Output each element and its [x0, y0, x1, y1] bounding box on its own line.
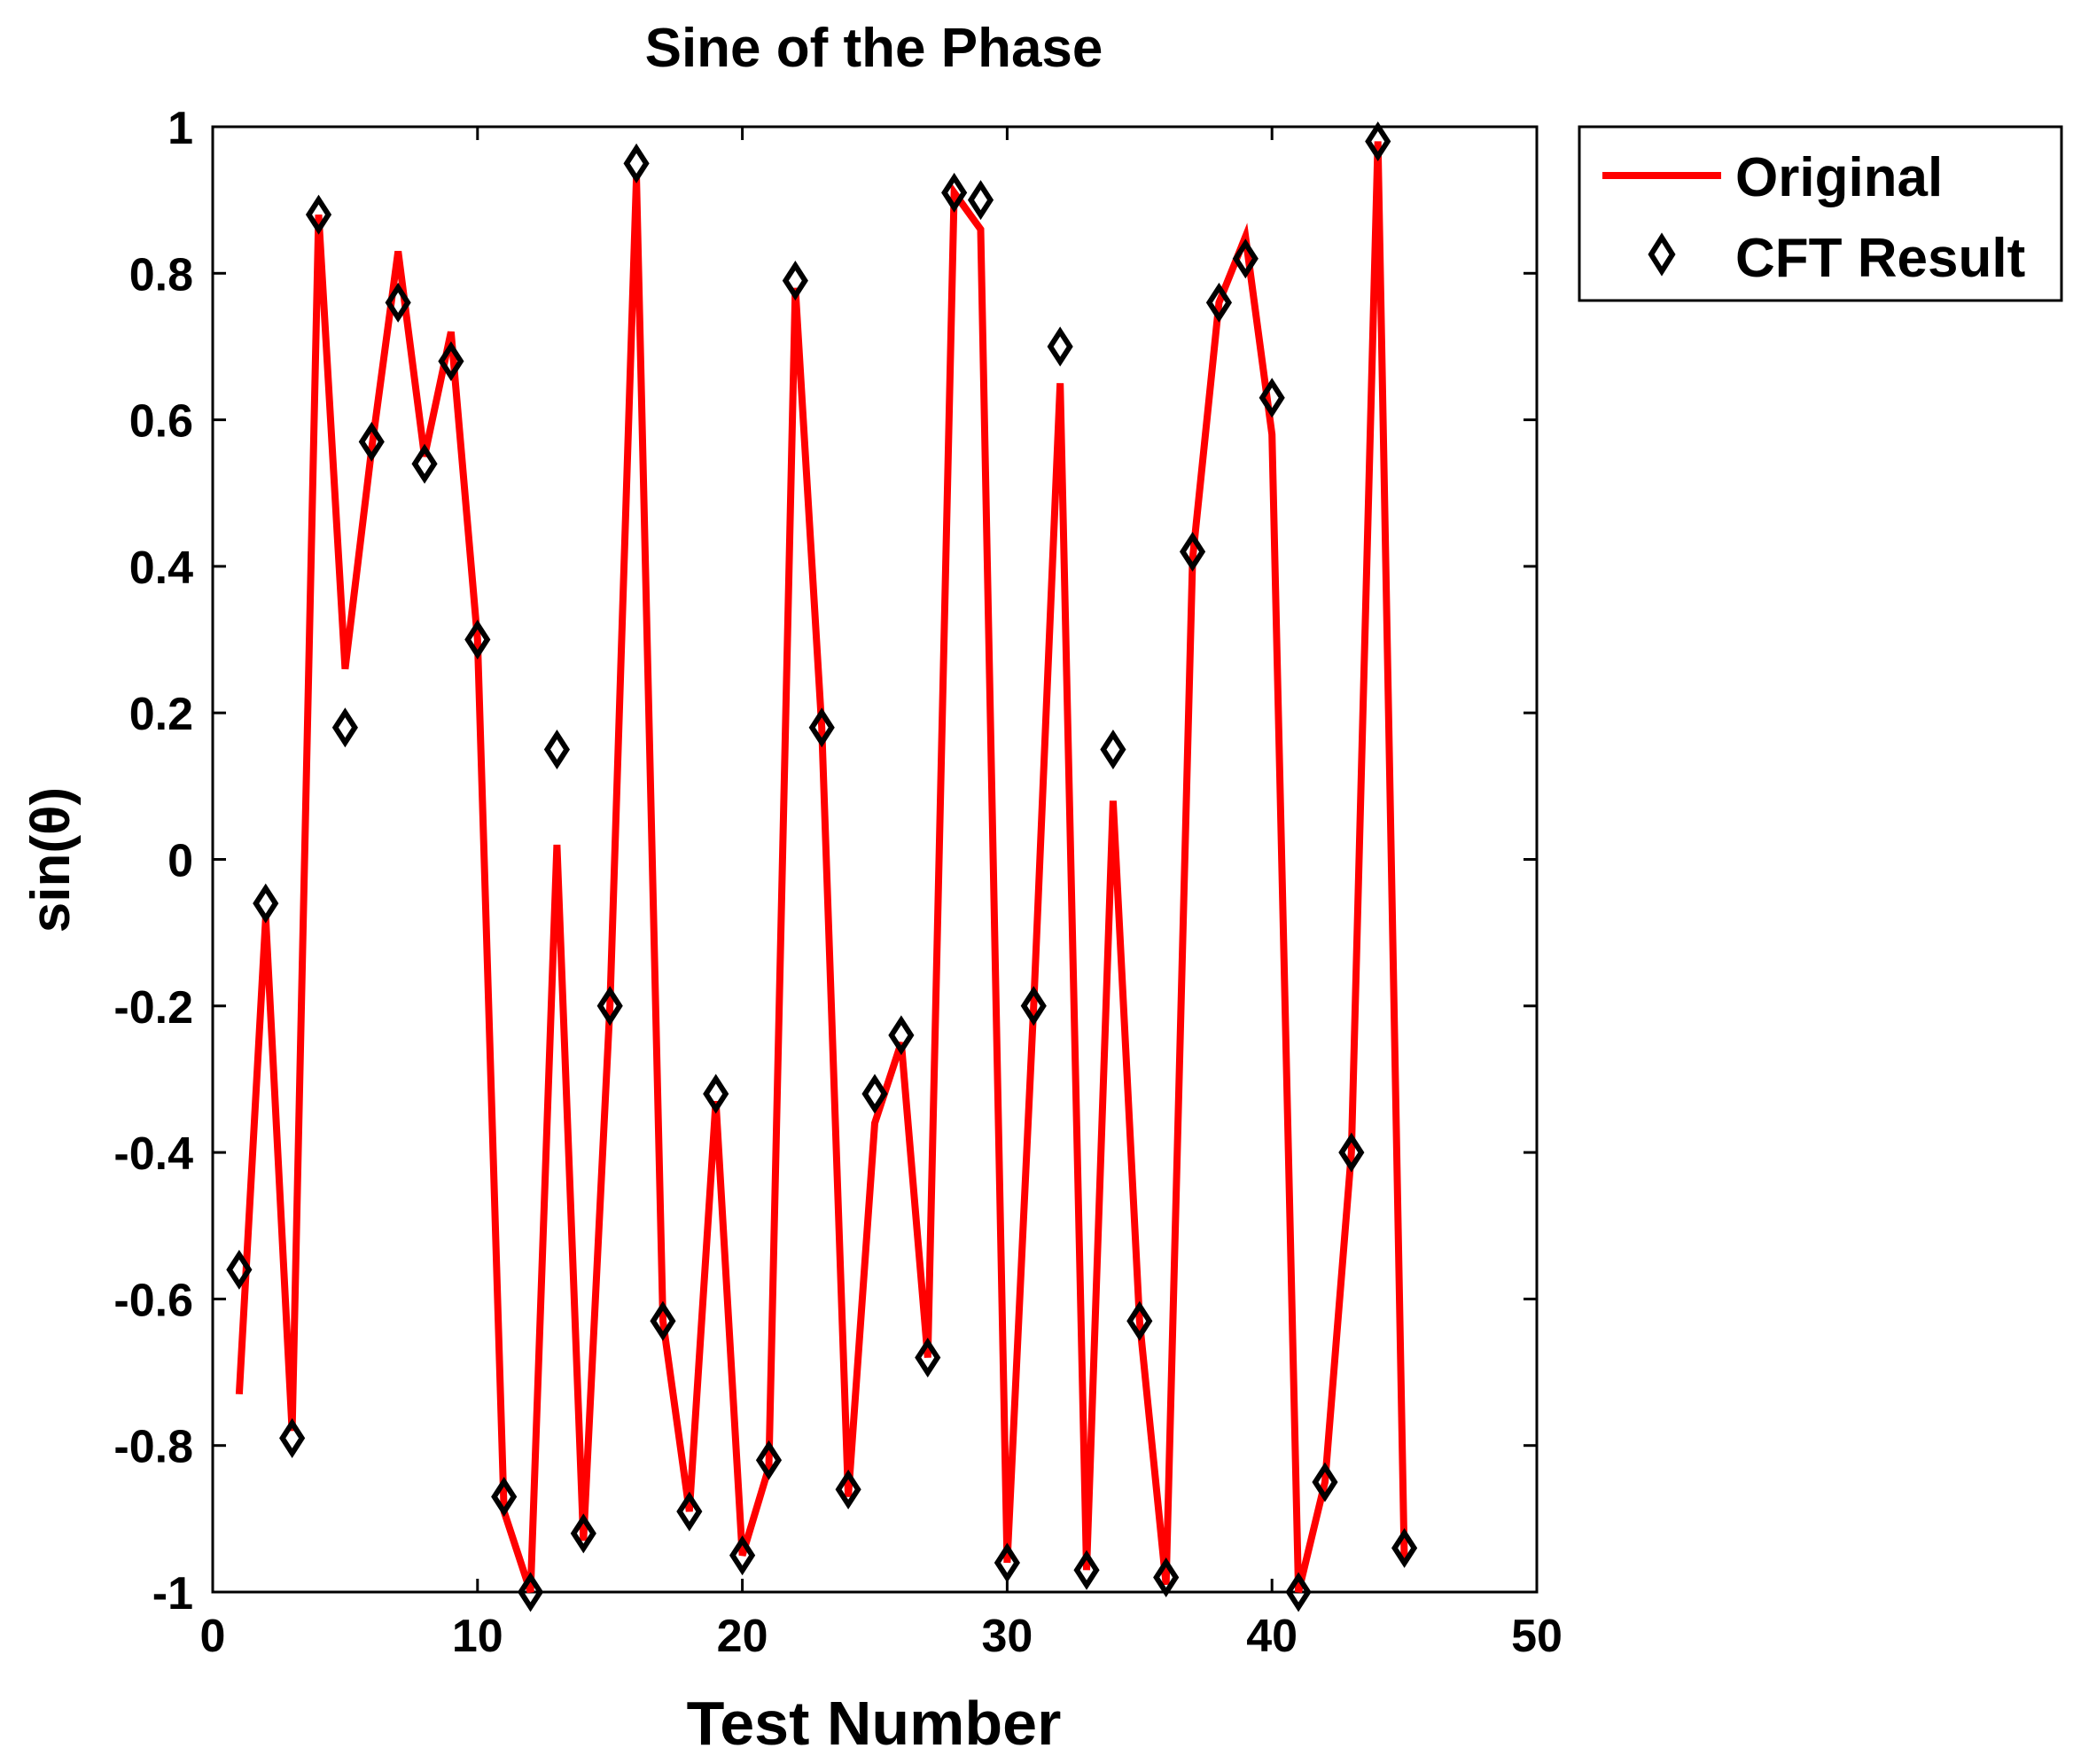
cft-result-marker	[411, 443, 438, 484]
cft-result-marker	[1047, 326, 1073, 367]
x-axis-ticks: 0 10 20 30 40 50	[200, 127, 1563, 1662]
cft-result-marker	[385, 282, 411, 323]
cft-result-marker	[1312, 1462, 1338, 1503]
cft-result-marker	[358, 421, 385, 462]
cft-result-marker	[226, 1249, 253, 1290]
cft-result-marker	[1153, 1557, 1180, 1597]
cft-result-marker	[915, 1337, 941, 1378]
cft-result-marker	[1391, 1527, 1418, 1568]
y-axis-ticks: -1 -0.8 -0.6 -0.4 -0.2 0 0.2 0.4 0.6 0.8 1	[113, 103, 1537, 1620]
cft-result-marker	[438, 340, 464, 382]
series-layer	[226, 121, 1418, 1612]
y-tick-label: -1	[152, 1568, 193, 1620]
cft-result-marker	[517, 1572, 544, 1612]
x-tick-label: 30	[981, 1611, 1033, 1662]
x-tick-label: 40	[1246, 1611, 1298, 1662]
y-tick-label: 0.8	[129, 249, 193, 301]
y-tick-label: -0.6	[113, 1275, 193, 1326]
cft-result-marker	[596, 986, 623, 1026]
cft-result-marker	[808, 707, 835, 748]
y-tick-label: -0.4	[113, 1128, 193, 1180]
chart-title: Sine of the Phase	[645, 18, 1103, 79]
cft-result-marker	[464, 620, 491, 660]
cft-result-marker	[888, 1015, 915, 1056]
legend-diamond-swatch	[1648, 232, 1676, 277]
cft-result-marker	[861, 1073, 888, 1114]
cft-result-marker	[1259, 378, 1285, 418]
y-tick-label: 1	[168, 103, 193, 154]
cft-result-marker	[1338, 1132, 1365, 1173]
cft-result-marker	[1285, 1572, 1312, 1612]
y-axis-label: sin(θ)	[20, 787, 82, 933]
cft-result-marker	[941, 172, 968, 213]
cft-result-marker	[491, 1477, 518, 1518]
cft-result-marker	[305, 194, 332, 235]
legend-label-cft-result: CFT Result	[1735, 228, 2025, 289]
y-tick-label: -0.8	[113, 1422, 193, 1473]
x-axis-label: Test Number	[687, 1689, 1062, 1758]
cft-result-marker	[650, 1300, 676, 1341]
y-tick-label: -0.2	[113, 982, 193, 1034]
cft-result-marker	[570, 1513, 596, 1554]
cft-result-marker	[1205, 282, 1233, 323]
cft-result-marker	[782, 261, 808, 301]
cft-result-marker	[1100, 730, 1126, 770]
y-tick-label: 0.2	[129, 689, 193, 740]
x-tick-label: 0	[200, 1611, 226, 1662]
cft-result-marker	[1020, 986, 1047, 1026]
x-tick-label: 10	[452, 1611, 503, 1662]
legend-label-original: Original	[1735, 147, 1943, 208]
cft-result-marker	[676, 1491, 703, 1532]
x-tick-label: 50	[1511, 1611, 1563, 1662]
cft-result-marker	[755, 1440, 783, 1480]
cft-result-marker	[835, 1469, 861, 1510]
cft-result-marker	[331, 707, 358, 748]
cft-result-marker	[1126, 1300, 1153, 1341]
cft-result-marker	[1232, 238, 1259, 279]
cft-result-marker	[1179, 531, 1206, 572]
cft-result-marker	[253, 883, 279, 924]
legend: Original CFT Result	[1578, 125, 2063, 302]
y-tick-label: 0.6	[129, 396, 193, 448]
cft-result-marker	[1073, 1549, 1100, 1590]
cft-result-marker	[703, 1073, 729, 1114]
cft-result-marker	[729, 1535, 756, 1576]
cft-result-marker	[967, 180, 994, 221]
series-line-original	[235, 141, 1408, 1594]
y-tick-label: 0.4	[129, 542, 193, 594]
cft-result-marker	[543, 730, 571, 770]
cft-result-marker	[623, 143, 650, 183]
cft-result-marker	[1365, 121, 1391, 162]
y-tick-label: 0	[168, 836, 193, 887]
cft-result-marker	[279, 1417, 306, 1458]
cft-result-marker	[994, 1542, 1020, 1583]
x-tick-label: 20	[717, 1611, 768, 1662]
